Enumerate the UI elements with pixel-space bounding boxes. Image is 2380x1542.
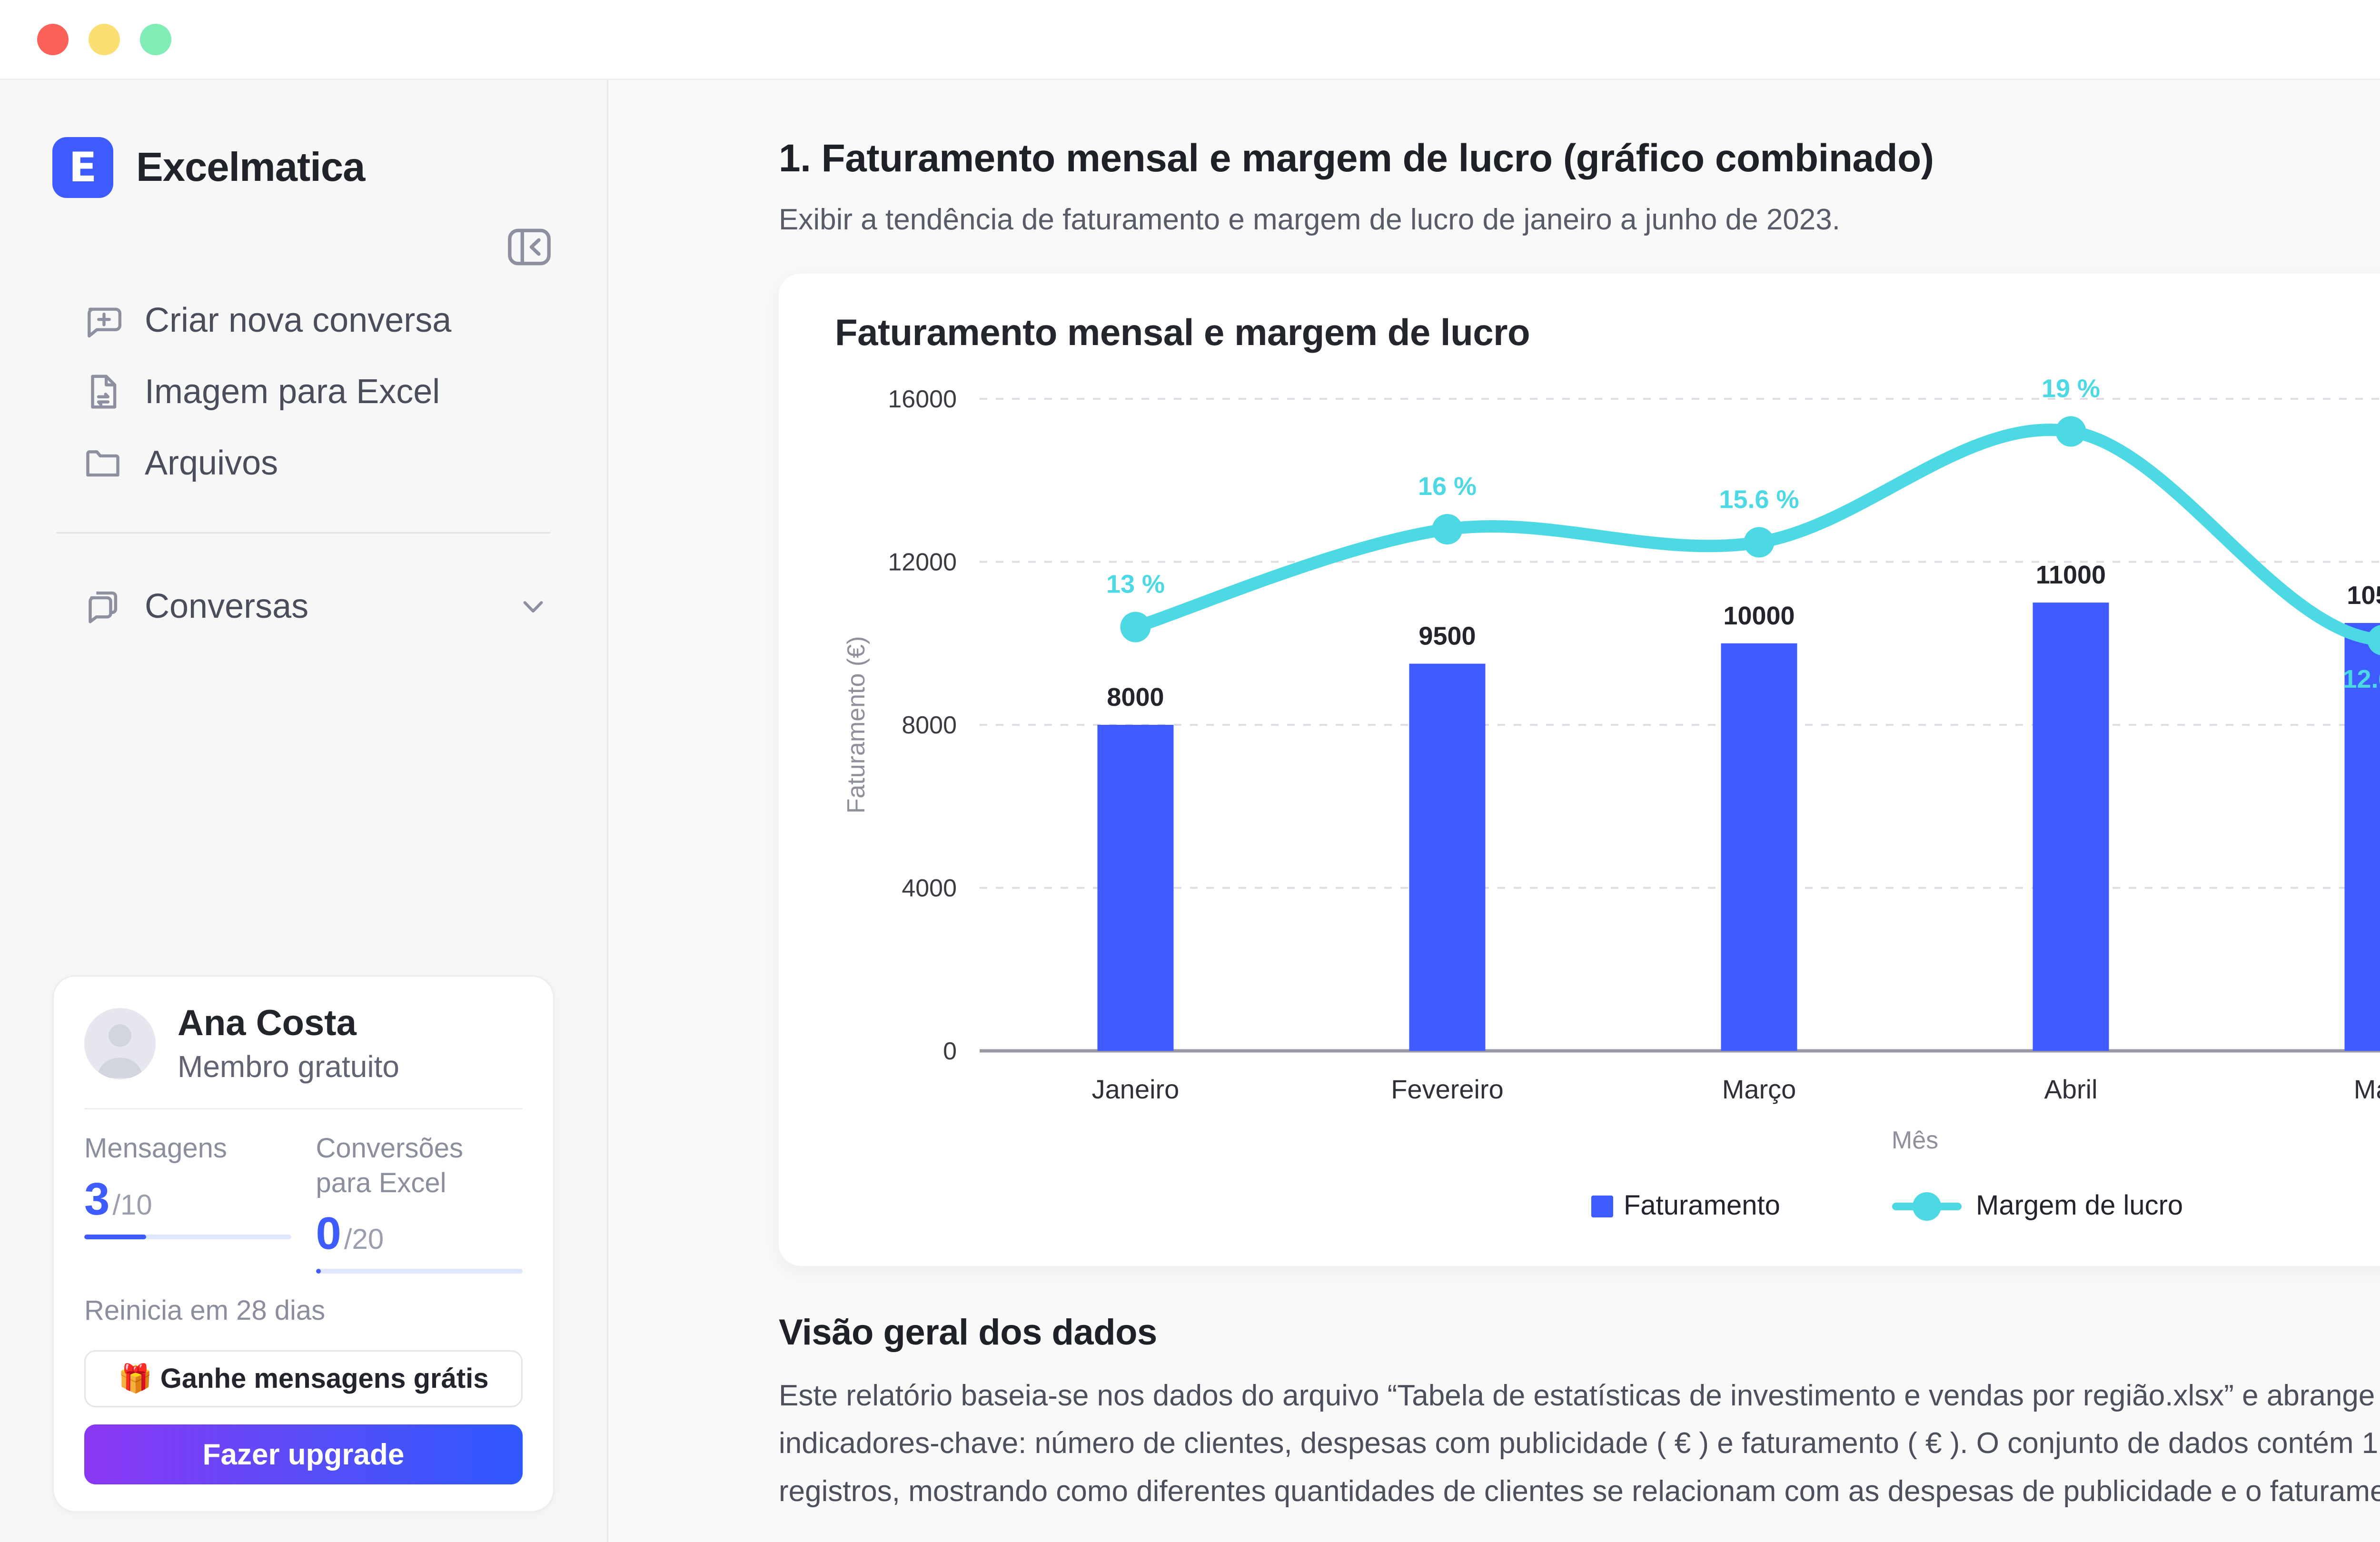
svg-text:12000: 12000	[888, 549, 957, 576]
svg-text:15.6 %: 15.6 %	[1719, 485, 1799, 514]
svg-text:8000: 8000	[902, 712, 957, 739]
svg-text:4000: 4000	[902, 875, 957, 902]
svg-text:16 %: 16 %	[1418, 472, 1477, 501]
quota-label: Mensagens	[84, 1133, 227, 1164]
overview-heading: Visão geral dos dados	[779, 1312, 1157, 1353]
chevron-down-icon[interactable]	[512, 588, 555, 624]
window-titlebar	[0, 0, 2380, 80]
svg-text:11000: 11000	[2036, 561, 2106, 589]
quota-limit: /20	[344, 1223, 384, 1255]
page-subtitle: Exibir a tendência de faturamento e marg…	[779, 203, 1840, 236]
user-row: Ana Costa Membro gratuito	[84, 1003, 523, 1084]
svg-text:Abril: Abril	[2044, 1074, 2097, 1104]
svg-text:Faturamento: Faturamento	[1624, 1190, 1780, 1221]
svg-text:10500: 10500	[2347, 581, 2380, 610]
quota-label: Conversões para Excel	[316, 1133, 463, 1198]
file-convert-icon	[80, 371, 126, 412]
quota-excel-conversions: Conversões para Excel 0 /20	[316, 1131, 523, 1274]
main-content: 1. Faturamento mensal e margem de lucro …	[608, 80, 2380, 1542]
user-meta: Ana Costa Membro gratuito	[178, 1003, 399, 1084]
sidebar: E Excelmatica Criar nova conv	[0, 80, 608, 1542]
sidebar-item-arquivos[interactable]: Arquivos	[52, 427, 555, 499]
sidebar-item-criar-nova-conversa[interactable]: Criar nova conversa	[52, 285, 555, 356]
sidebar-item-imagem-para-excel[interactable]: Imagem para Excel	[52, 356, 555, 427]
overview-text: Este relatório baseia-se nos dados do ar…	[779, 1379, 2380, 1508]
svg-text:8000: 8000	[1107, 683, 1164, 712]
quota-value-row: 0 /20	[316, 1211, 523, 1256]
app-logo-icon: E	[52, 137, 113, 198]
sidebar-item-label: Criar nova conversa	[145, 301, 452, 339]
svg-text:16000: 16000	[888, 386, 957, 413]
upgrade-button[interactable]: Fazer upgrade	[84, 1424, 523, 1484]
avatar[interactable]	[84, 1008, 156, 1080]
chart-title: Faturamento mensal e margem de lucro	[835, 311, 1530, 353]
svg-text:Janeiro: Janeiro	[1092, 1074, 1180, 1104]
user-plan: Membro gratuito	[178, 1049, 399, 1084]
app-title: Excelmatica	[136, 145, 365, 190]
svg-text:Margem de lucro: Margem de lucro	[1976, 1190, 2183, 1221]
quota-list: Mensagens 3 /10 Conversões para Excel 0 …	[84, 1131, 523, 1274]
user-quota-card: Ana Costa Membro gratuito Mensagens 3 /1…	[52, 975, 555, 1512]
chats-icon	[80, 586, 126, 627]
svg-text:Março: Março	[1722, 1074, 1796, 1104]
card-divider	[84, 1108, 523, 1109]
window-minimize-button[interactable]	[89, 23, 120, 55]
quota-progress-bar	[84, 1234, 291, 1239]
svg-text:Faturamento (€): Faturamento (€)	[843, 636, 870, 814]
sidebar-item-label: Imagem para Excel	[145, 373, 440, 411]
app-frame: E Excelmatica Criar nova conv	[0, 80, 2380, 1542]
sidebar-divider	[56, 532, 551, 534]
brand: E Excelmatica	[52, 137, 555, 198]
quota-value-row: 3 /10	[84, 1176, 291, 1222]
earn-free-messages-button[interactable]: 🎁 Ganhe mensagens grátis	[84, 1350, 523, 1407]
chat-plus-icon	[80, 300, 126, 341]
sidebar-section-label: Conversas	[145, 587, 309, 625]
quota-value: 0	[316, 1208, 341, 1259]
svg-text:13 %: 13 %	[1106, 570, 1165, 599]
svg-text:19 %: 19 %	[2042, 375, 2100, 403]
quota-progress-bar	[316, 1269, 523, 1274]
window-maximize-button[interactable]	[140, 23, 171, 55]
sidebar-item-label: Arquivos	[145, 444, 278, 482]
window-close-button[interactable]	[37, 23, 69, 55]
folder-icon	[80, 443, 126, 484]
panel-collapse-icon[interactable]	[503, 221, 555, 273]
quota-limit: /10	[112, 1188, 152, 1221]
svg-text:Maio: Maio	[2354, 1074, 2380, 1104]
sidebar-nav: Criar nova conversa Imagem para Excel	[52, 285, 555, 499]
page-title: 1. Faturamento mensal e margem de lucro …	[779, 137, 1934, 180]
svg-text:Mês: Mês	[1892, 1127, 1938, 1154]
quota-messages: Mensagens 3 /10	[84, 1131, 291, 1274]
quota-value: 3	[84, 1173, 110, 1225]
app-logo-letter: E	[69, 144, 97, 191]
user-name: Ana Costa	[178, 1003, 357, 1044]
combo-chart: 04000800012000160000 %5 %10 %15 %20 %800…	[843, 375, 2380, 1221]
chart-card: Faturamento mensal e margem de lucro 0 40…	[779, 274, 2380, 1266]
svg-text:0: 0	[943, 1038, 957, 1065]
svg-text:10000: 10000	[1723, 602, 1795, 630]
sidebar-section-conversas[interactable]: Conversas	[52, 571, 555, 642]
chart-plot-area: 04000800012000160000 %5 %10 %15 %20 %800…	[808, 370, 2380, 1227]
svg-text:12.6 %: 12.6 %	[2342, 665, 2380, 693]
svg-text:9500: 9500	[1418, 622, 1476, 651]
quota-reset-text: Reinicia em 28 dias	[84, 1295, 326, 1326]
chart-header: Faturamento mensal e margem de lucro	[808, 300, 2380, 354]
svg-text:Fevereiro: Fevereiro	[1391, 1074, 1504, 1104]
